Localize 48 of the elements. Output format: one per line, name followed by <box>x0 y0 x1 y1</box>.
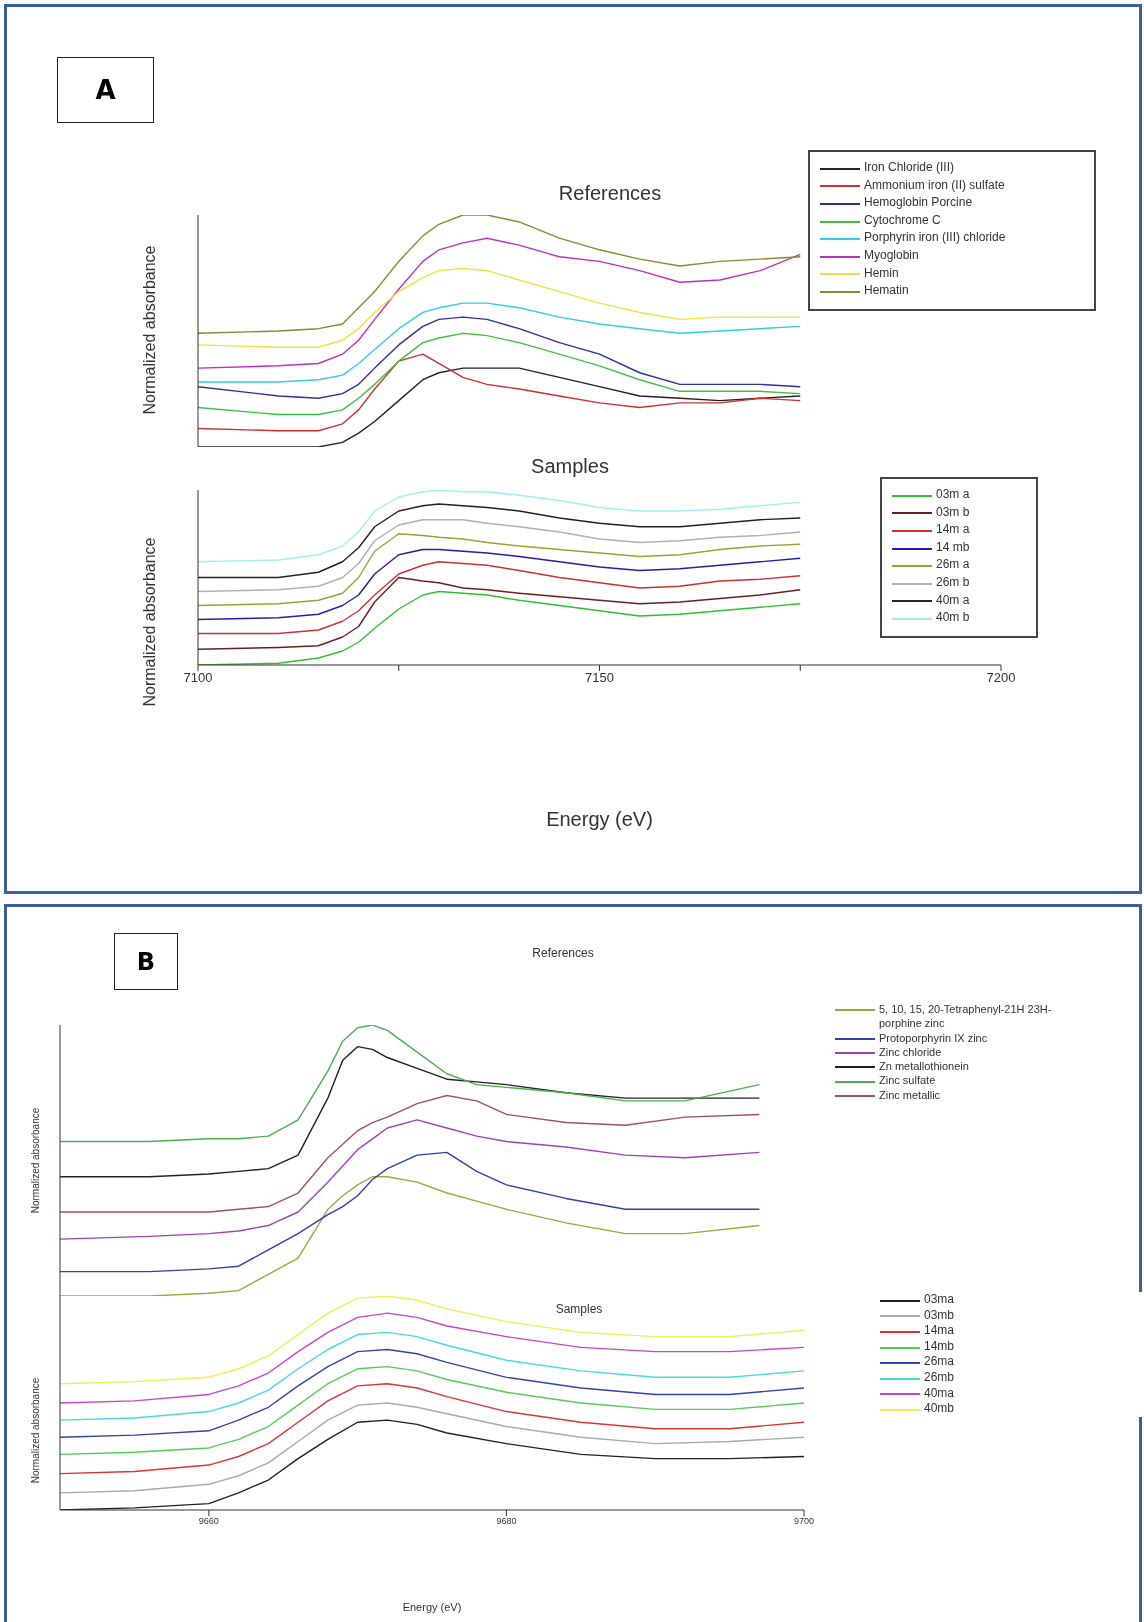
legend-label: 03mb <box>924 1307 956 1324</box>
legend-label: 14m a <box>936 522 971 538</box>
legend-label: Zn metallothionein <box>879 1059 970 1074</box>
legend-label: 5, 10, 15, 20-Tetraphenyl-21H 23H-porphine zinc <box>879 1002 1053 1031</box>
legend-label: Zinc chloride <box>879 1044 943 1060</box>
legend-label: Zinc metallic <box>879 1087 942 1103</box>
legend-label: Zinc sulfate <box>879 1073 937 1088</box>
x-tick-label: 9700 <box>793 1516 815 1527</box>
legend-label: Protoporphyrin IX zinc <box>879 1030 989 1045</box>
x-tick-label: 7100 <box>183 670 213 686</box>
legend-label: Hemin <box>864 265 900 282</box>
legend-label: Hemoglobin Porcine <box>864 195 974 211</box>
text: A <box>57 57 154 123</box>
legend-label: Myoglobin <box>864 247 920 264</box>
legend-label: Iron Chloride (III) <box>864 160 956 176</box>
chart-title: References <box>557 182 663 205</box>
text: B <box>114 933 178 990</box>
legend-label: 14ma <box>924 1323 956 1339</box>
legend-label: Hematin <box>864 283 910 299</box>
legend-label: 40m b <box>936 610 971 626</box>
y-axis-title: Normalized absorbance <box>141 244 159 417</box>
legend-label: 26m a <box>936 557 971 573</box>
legend-label: 03m a <box>936 487 971 503</box>
legend-label: 40m a <box>936 592 971 609</box>
legend-label: 40mb <box>924 1401 956 1417</box>
legend-label: 14mb <box>924 1338 956 1355</box>
y-axis-title: Normalized absorbance <box>141 536 159 709</box>
legend-label: Ammonium iron (II) sulfate <box>864 177 1006 194</box>
y-axis-title: Normalized absorbance <box>29 1376 41 1486</box>
y-axis-title: Normalized absorbance <box>29 1106 41 1215</box>
legend-label: 40ma <box>924 1385 956 1402</box>
legend-label: 26m b <box>936 574 971 591</box>
legend-label: 03m b <box>936 504 971 521</box>
legend-label: 14 mb <box>936 539 971 556</box>
x-axis-title: Energy (eV) <box>545 808 654 831</box>
chart-title: References <box>531 946 595 960</box>
x-tick-label: 7150 <box>585 670 614 686</box>
x-tick-label: 9660 <box>198 1516 219 1527</box>
chart-title: Samples <box>530 455 610 478</box>
x-tick-label: 9680 <box>496 1516 517 1527</box>
legend-label: Cytochrome C <box>864 212 942 229</box>
legend-label: 26ma <box>924 1354 956 1370</box>
x-axis-title: Energy (eV) <box>401 1600 463 1613</box>
legend-label: 26mb <box>924 1369 956 1386</box>
text: Samples <box>554 1302 604 1316</box>
legend-label: Porphyrin iron (III) chloride <box>864 230 1007 246</box>
legend-label: 03ma <box>924 1292 956 1308</box>
x-tick-label: 7200 <box>986 670 1016 686</box>
